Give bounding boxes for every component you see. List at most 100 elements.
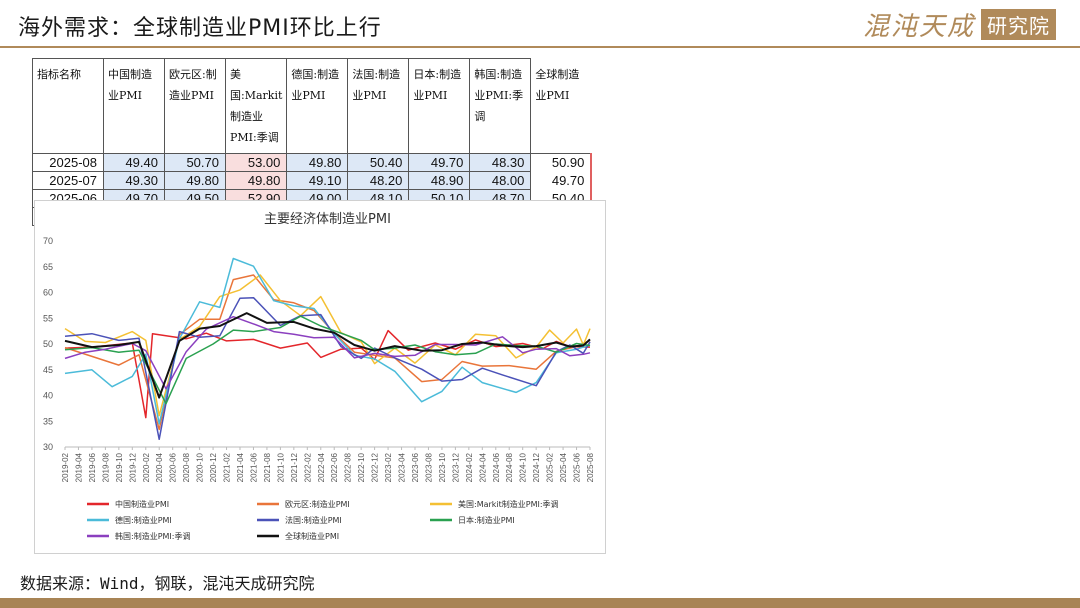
x-tick-label: 2020-12	[209, 452, 218, 482]
x-tick-label: 2020-10	[196, 452, 205, 482]
x-tick-label: 2021-08	[263, 452, 272, 482]
x-tick-label: 2023-10	[438, 452, 447, 482]
title-divider	[0, 46, 1080, 48]
series-line	[64, 312, 591, 399]
x-tick-label: 2025-06	[573, 452, 582, 482]
col-header: 法国:制造业PMI	[347, 58, 410, 154]
table-cell: 48.90	[408, 171, 471, 190]
col-header: 全球制造业PMI	[530, 58, 592, 154]
x-tick-label: 2022-10	[357, 452, 366, 482]
x-tick-label: 2025-04	[559, 452, 568, 482]
table-cell: 48.30	[469, 153, 532, 172]
x-tick-label: 2019-06	[88, 452, 97, 482]
x-tick-label: 2024-06	[492, 452, 501, 482]
x-tick-label: 2019-12	[128, 452, 137, 482]
source-note: 数据来源：Wind，钢联，混沌天成研究院	[20, 574, 315, 593]
col-header: 美国:Markit制造业PMI:季调	[224, 58, 288, 154]
x-tick-label: 2020-02	[142, 452, 151, 482]
table-cell: 50.90	[530, 153, 593, 172]
x-tick-label: 2020-06	[169, 452, 178, 482]
x-tick-label: 2019-08	[101, 452, 110, 482]
x-tick-label: 2024-10	[519, 452, 528, 482]
x-tick-label: 2023-04	[398, 452, 407, 482]
logo: 混沌天成 研究院	[862, 8, 1056, 42]
y-tick-label: 60	[43, 288, 53, 298]
col-header: 欧元区:制造业PMI	[164, 58, 226, 154]
x-tick-label: 2022-04	[317, 452, 326, 482]
chart-svg: 主要经济体制造业PMI 30 35 40 45 50 55 60 65 70 2019-02 2019…	[43, 212, 595, 541]
y-tick-label: 70	[43, 236, 53, 246]
legend-label: 中国制造业PMI	[115, 499, 169, 509]
x-tick-label: 2019-04	[74, 452, 83, 482]
legend-label: 法国:制造业PMI	[285, 515, 342, 525]
x-tick-label: 2022-02	[303, 452, 312, 482]
table-cell: 49.80	[224, 171, 288, 190]
row-date: 2025-07	[32, 171, 104, 190]
table-cell: 48.20	[347, 171, 410, 190]
legend-label: 德国:制造业PMI	[115, 515, 172, 525]
x-tick-label: 2024-12	[532, 452, 541, 482]
x-tick-label: 2023-02	[384, 452, 393, 482]
x-tick-label: 2022-06	[330, 452, 339, 482]
series-line	[64, 257, 591, 425]
y-tick-label: 55	[43, 313, 53, 323]
table-cell: 48.00	[469, 171, 532, 190]
x-tick-label: 2023-12	[451, 452, 460, 482]
row-date: 2025-08	[32, 153, 104, 172]
x-tick-label: 2020-08	[182, 452, 191, 482]
x-tick-label: 2019-02	[61, 452, 70, 482]
logo-brush-text: 混沌天成	[862, 11, 975, 42]
x-tick-label: 2019-10	[115, 452, 124, 482]
x-tick-label: 2020-04	[155, 452, 164, 482]
x-tick-label: 2021-02	[223, 452, 232, 482]
col-header: 指标名称	[32, 58, 104, 154]
table-header-row: 指标名称 中国制造业PMI 欧元区:制造业PMI 美国:Markit制造业PMI…	[32, 58, 592, 154]
table-cell: 49.40	[103, 153, 165, 172]
x-tick-label: 2024-02	[465, 452, 474, 482]
legend-label: 日本:制造业PMI	[458, 515, 515, 525]
col-header: 韩国:制造业PMI:季调	[469, 58, 532, 154]
x-tick-label: 2025-08	[586, 452, 595, 482]
col-header: 中国制造业PMI	[103, 58, 165, 154]
table-cell: 49.80	[286, 153, 349, 172]
table-cell: 50.70	[164, 153, 226, 172]
x-tick-label: 2021-12	[290, 452, 299, 482]
legend-label: 全球制造业PMI	[285, 531, 339, 541]
table-cell: 53.00	[224, 153, 288, 172]
table-cell: 50.40	[347, 153, 410, 172]
x-tick-label: 2021-06	[249, 452, 258, 482]
legend-label: 欧元区:制造业PMI	[285, 499, 350, 509]
x-tick-label: 2025-02	[546, 452, 555, 482]
table-cell: 49.10	[286, 171, 349, 190]
table-row: 2025-07 49.30 49.80 49.80 49.10 48.20 48.90 48.…	[32, 171, 593, 190]
table-cell: 49.70	[408, 153, 471, 172]
legend-label: 韩国:制造业PMI:季调	[115, 531, 190, 541]
page-title: 海外需求：全球制造业PMI环比上行	[18, 16, 382, 41]
y-tick-label: 65	[43, 262, 53, 272]
chart-title: 主要经济体制造业PMI	[264, 212, 391, 227]
col-header: 德国:制造业PMI	[286, 58, 349, 154]
legend-label: 美国:Markit制造业PMI:季调	[458, 499, 559, 509]
series-line	[64, 315, 591, 390]
series-line	[64, 296, 591, 441]
col-header: 日本:制造业PMI	[408, 58, 471, 154]
x-tick-label: 2021-10	[276, 452, 285, 482]
logo-seal: 研究院	[981, 8, 1056, 40]
x-tick-label: 2024-04	[478, 452, 487, 482]
table-cell: 49.30	[103, 171, 165, 190]
x-tick-label: 2022-12	[371, 452, 380, 482]
y-tick-label: 30	[43, 442, 53, 452]
x-tick-label: 2021-04	[236, 452, 245, 482]
table-cell: 49.70	[530, 171, 593, 190]
x-tick-label: 2023-06	[411, 452, 420, 482]
y-tick-label: 50	[43, 339, 53, 349]
y-tick-label: 40	[43, 391, 53, 401]
pmi-line-chart: 主要经济体制造业PMI 30 35 40 45 50 55 60 65 70 2019-02 2019…	[34, 200, 606, 554]
x-tick-label: 2023-08	[424, 452, 433, 482]
y-tick-label: 45	[43, 365, 53, 375]
x-tick-label: 2024-08	[505, 452, 514, 482]
x-tick-label: 2022-08	[344, 452, 353, 482]
y-tick-label: 35	[43, 416, 53, 426]
table-row: 2025-08 49.40 50.70 53.00 49.80 50.40 49.70 48.…	[32, 153, 593, 172]
table-cell: 49.80	[164, 171, 226, 190]
